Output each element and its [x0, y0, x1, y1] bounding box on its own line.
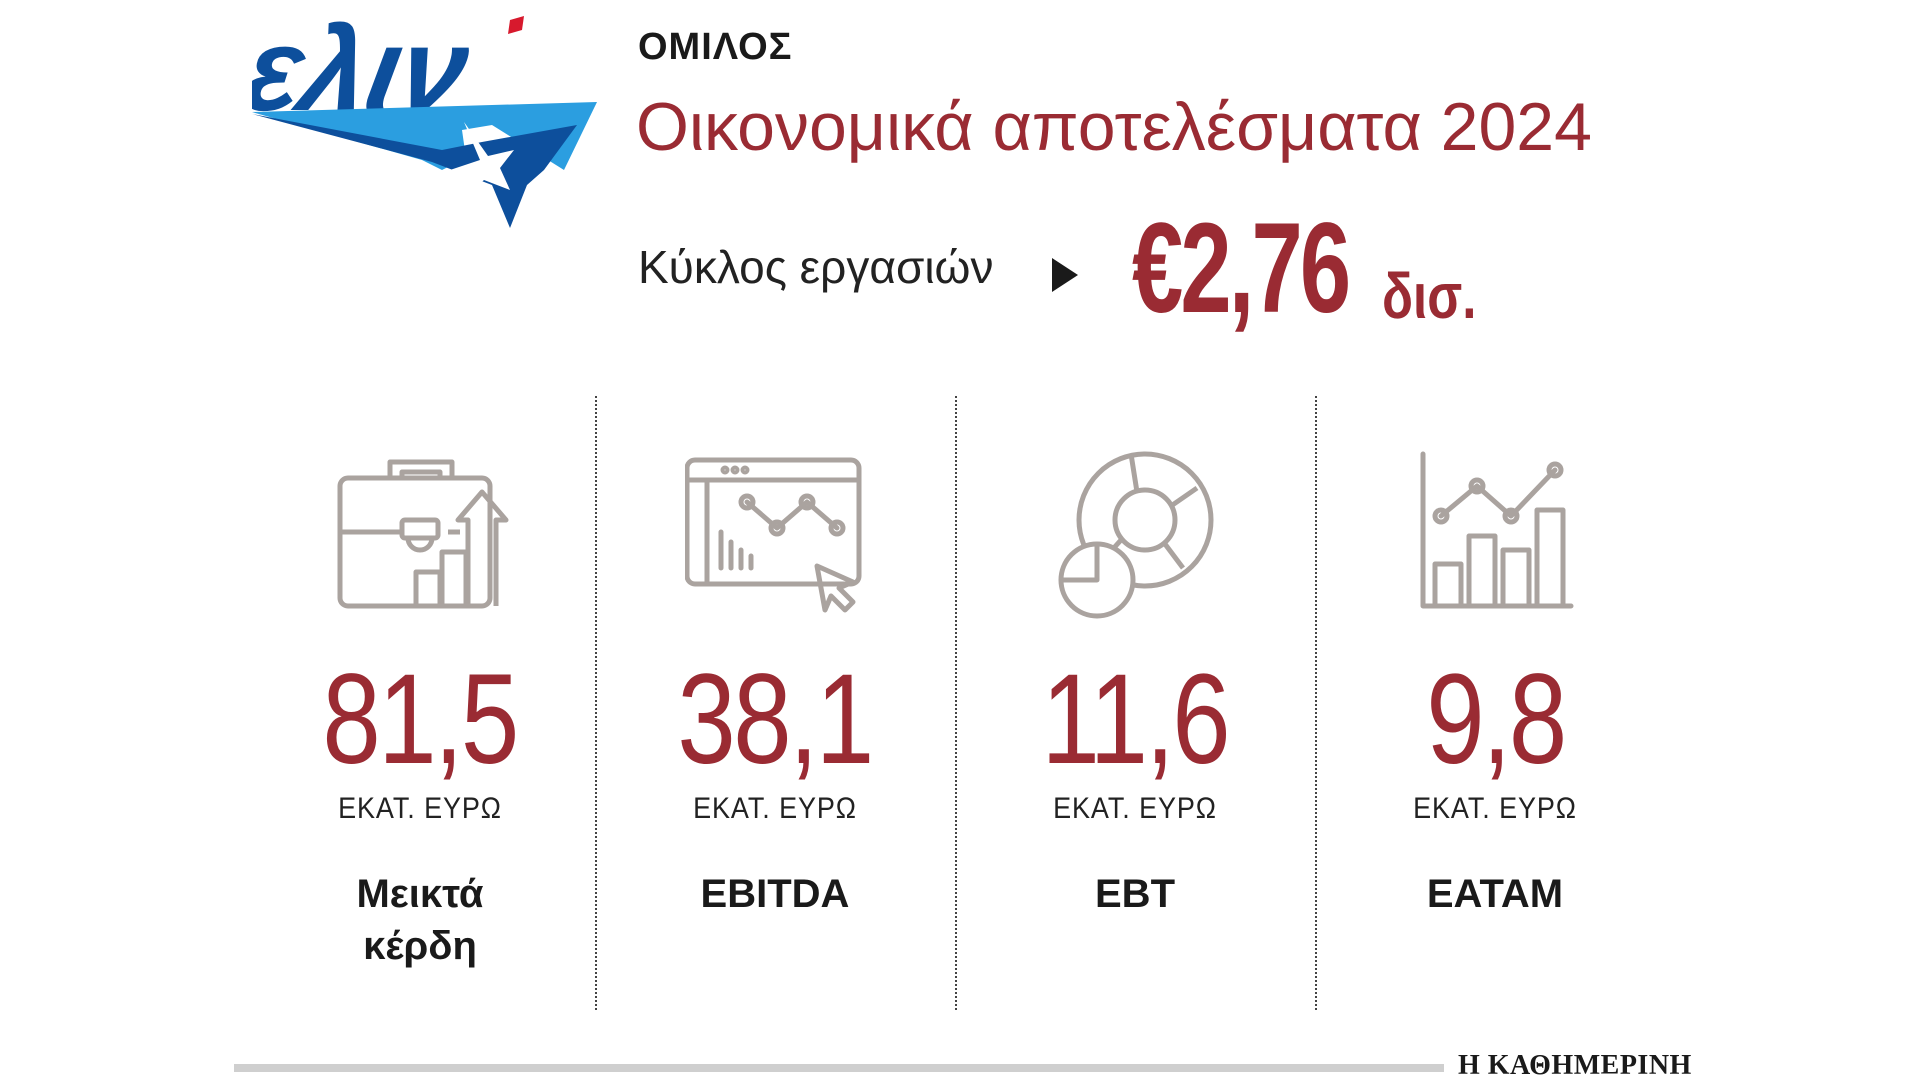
metric-value: 9,8	[1425, 648, 1567, 791]
metric-unit: ΕΚΑΤ. ΕΥΡΩ	[338, 792, 502, 825]
metric-name: EBITDA	[700, 872, 850, 916]
arrow-right-icon	[1052, 258, 1078, 292]
group-label: ΟΜΙΛΟΣ	[638, 26, 793, 68]
publisher-brand: Η ΚΑΘΗΜΕΡΙΝΗ	[1458, 1050, 1692, 1081]
metric-unit: ΕΚΑΤ. ΕΥΡΩ	[693, 792, 857, 825]
metric-unit: ΕΚΑΤ. ΕΥΡΩ	[1053, 792, 1217, 825]
dashboard-chart-icon	[685, 457, 862, 613]
page-title: Οικονομικά αποτελέσματα 2024	[636, 89, 1592, 165]
turnover-unit: δισ.	[1382, 260, 1477, 332]
bar-line-chart-icon	[1420, 451, 1574, 609]
column-divider	[1315, 396, 1317, 1010]
column-divider	[955, 396, 957, 1010]
metric-name: EATAM	[1426, 872, 1564, 916]
metric-value: 81,5	[322, 648, 520, 791]
turnover-label: Κύκλος εργασιών	[638, 241, 994, 293]
column-divider	[595, 396, 597, 1010]
metric-unit: ΕΚΑΤ. ΕΥΡΩ	[1413, 792, 1577, 825]
metric-ebt: 11,6 ΕΚΑΤ. ΕΥΡΩ EBT	[955, 440, 1315, 920]
metric-value: 11,6	[1041, 648, 1231, 791]
briefcase-growth-icon	[337, 459, 509, 609]
turnover-value: €2,76 δισ.	[1132, 195, 1477, 342]
metric-gross-profit: 81,5 ΕΚΑΤ. ΕΥΡΩ Μεικτά κέρδη	[240, 440, 600, 972]
metric-name: EBT	[1095, 872, 1175, 916]
metric-ebitda: 38,1 ΕΚΑΤ. ΕΥΡΩ EBITDA	[595, 440, 955, 920]
turnover-amount: €2,76	[1132, 197, 1351, 340]
elin-logo: ελιν	[235, 4, 602, 240]
metric-name: Μεικτά κέρδη	[356, 872, 484, 968]
metric-value: 38,1	[677, 648, 875, 791]
metric-eatam: 9,8 ΕΚΑΤ. ΕΥΡΩ EATAM	[1315, 440, 1675, 920]
pie-chart-icon	[1058, 451, 1214, 619]
footer-rule	[234, 1064, 1444, 1072]
